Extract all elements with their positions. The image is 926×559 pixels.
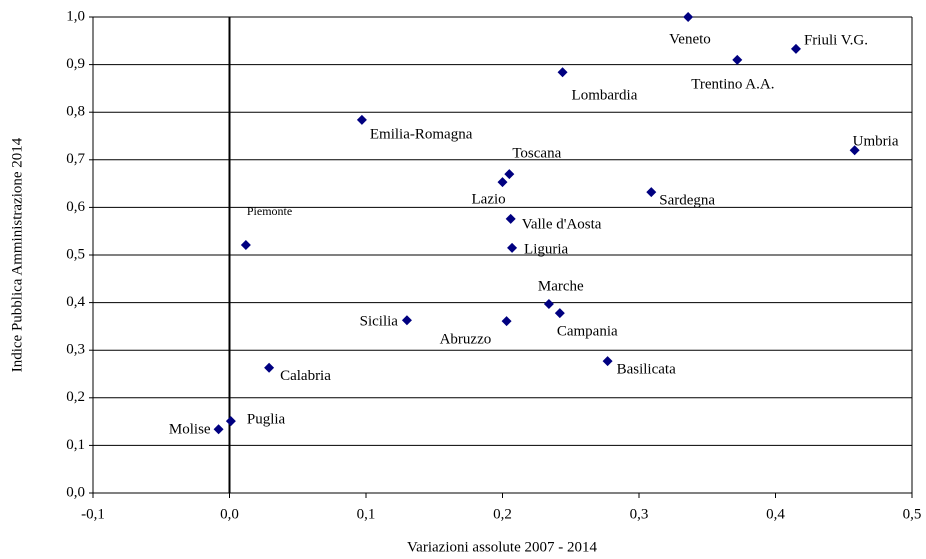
point <box>602 356 613 367</box>
y-tick-label: 0,6 <box>66 199 85 215</box>
point <box>554 308 565 319</box>
y-tick-label: 0,5 <box>66 246 85 262</box>
point <box>501 316 512 327</box>
point-label: Piemonte <box>247 204 292 218</box>
point <box>213 424 224 435</box>
point-label: Umbria <box>853 134 899 150</box>
point-label: Campania <box>557 324 618 340</box>
y-tick-label: 0,7 <box>66 151 85 167</box>
point <box>849 145 860 156</box>
y-tick-label: 0,2 <box>66 389 85 405</box>
point <box>240 240 251 251</box>
point-label: Marche <box>538 278 584 294</box>
point <box>225 416 236 427</box>
point-label: Sicilia <box>360 314 399 330</box>
point-label: Toscana <box>512 146 561 162</box>
point <box>504 169 515 180</box>
point <box>557 67 568 78</box>
point <box>683 12 694 22</box>
point-label: Puglia <box>247 412 286 428</box>
x-tick-label: 0,0 <box>220 506 239 522</box>
y-tick-label: 0,8 <box>66 104 85 120</box>
point-label: Sardegna <box>659 193 715 209</box>
point-label: Basilicata <box>617 362 676 378</box>
point-label: Liguria <box>524 241 568 257</box>
x-tick-label: 0,3 <box>630 506 649 522</box>
point-label: Calabria <box>280 368 331 384</box>
point <box>646 187 657 198</box>
x-tick-label: 0,5 <box>903 506 922 522</box>
point-label: Emilia-Romagna <box>370 126 473 142</box>
x-tick-label: 0,2 <box>493 506 512 522</box>
x-tick-label: -0,1 <box>81 506 105 522</box>
point-label: Lazio <box>472 192 506 208</box>
point-label: Molise <box>169 422 211 438</box>
point-label: Lombardia <box>572 88 638 104</box>
point <box>505 213 516 224</box>
y-tick-label: 0,1 <box>66 437 85 453</box>
x-tick-label: 0,4 <box>766 506 785 522</box>
point <box>790 43 801 54</box>
point <box>732 54 743 65</box>
point-label: Friuli V.G. <box>804 32 868 48</box>
point <box>356 114 367 125</box>
y-tick-label: 1,0 <box>66 8 85 24</box>
y-tick-label: 0,4 <box>66 294 85 310</box>
point-label: Abruzzo <box>440 332 492 348</box>
point <box>497 177 508 188</box>
y-tick-label: 0,9 <box>66 56 85 72</box>
point-label: Veneto <box>669 31 711 47</box>
point <box>507 242 518 253</box>
y-tick-label: 0,0 <box>66 484 85 500</box>
point-label: Valle d'Aosta <box>522 216 602 232</box>
point <box>543 299 554 310</box>
x-tick-label: 0,1 <box>357 506 376 522</box>
point <box>401 315 412 326</box>
y-tick-label: 0,3 <box>66 342 85 358</box>
point-label: Trentino A.A. <box>691 76 774 92</box>
y-axis-label: Indice Pubblica Amministrazione 2014 <box>9 137 25 372</box>
x-axis-label: Variazioni assolute 2007 - 2014 <box>407 539 597 555</box>
point <box>264 362 275 373</box>
